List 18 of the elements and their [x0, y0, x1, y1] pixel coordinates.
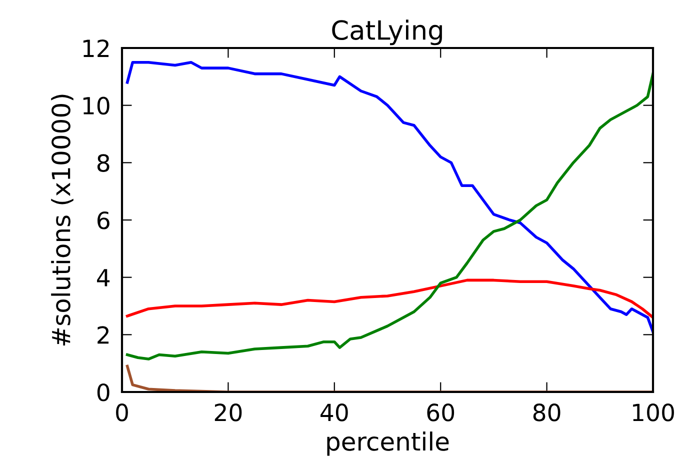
y-axis-title: #solutions (x10000) — [51, 94, 74, 346]
x-tick-label: 40 — [320, 404, 348, 422]
y-tick-label: 8 — [97, 154, 110, 172]
y-tick-label: 0 — [97, 383, 110, 402]
x-tick-label: 20 — [214, 404, 242, 422]
line-series — [126, 364, 653, 392]
x-tick-label: 100 — [633, 404, 674, 422]
y-tick-label: 6 — [98, 211, 110, 230]
line-series — [126, 278, 653, 319]
y-tick-label: 2 — [98, 326, 109, 344]
chart-title: CatLying — [332, 20, 442, 46]
x-tick-label: 0 — [116, 404, 128, 422]
y-tick-label: 12 — [83, 39, 109, 57]
y-tick-label: 4 — [97, 269, 110, 286]
x-axis-title: percentile — [327, 432, 449, 456]
x-tick-label: 60 — [427, 404, 454, 422]
y-tick-label: 10 — [83, 96, 110, 115]
x-tick-label: 80 — [533, 404, 560, 422]
